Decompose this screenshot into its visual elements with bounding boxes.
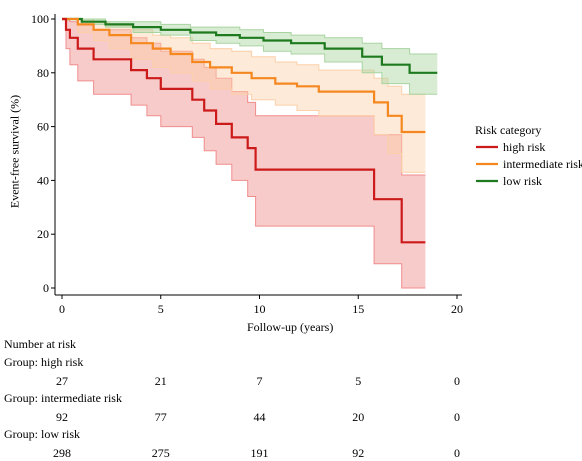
survival-curve-low-risk <box>62 17 438 74</box>
survival-curves <box>62 17 438 244</box>
risk-count: 92 <box>56 410 68 424</box>
y-tick-label: 40 <box>37 173 49 187</box>
risk-count: 27 <box>56 374 68 388</box>
legend-label-high-risk: high risk <box>503 140 545 154</box>
ci-lower-high-risk <box>62 18 426 289</box>
ci-lower-low-risk <box>62 18 438 95</box>
risk-group-label: Group: low risk <box>4 427 80 441</box>
x-axis-label: Follow-up (years) <box>247 320 334 334</box>
risk-count: 191 <box>250 446 269 460</box>
y-tick-label: 100 <box>31 12 49 26</box>
risk-count: 7 <box>256 374 263 388</box>
y-tick-label: 80 <box>37 66 49 80</box>
y-tick-label: 0 <box>43 281 49 295</box>
x-tick-label: 5 <box>158 302 164 316</box>
y-axis-label: Event-free survival (%) <box>7 94 22 209</box>
axes: 0 20 40 60 80 100 0 5 10 15 20 <box>31 12 463 316</box>
risk-count: 21 <box>154 374 167 388</box>
y-tick-label: 60 <box>37 120 49 134</box>
x-tick-label: 10 <box>254 302 266 316</box>
risk-group-label: Group: high risk <box>4 355 84 369</box>
risk-count: 275 <box>151 446 170 460</box>
legend-label-intermediate-risk: intermediate risk <box>503 157 582 171</box>
risk-count: 77 <box>154 410 167 424</box>
risk-count: 0 <box>454 374 460 388</box>
risk-count: 92 <box>352 446 365 460</box>
legend-title: Risk category <box>475 123 542 137</box>
legend: high risk intermediate risk low risk <box>476 140 582 188</box>
risk-count: 0 <box>454 410 460 424</box>
risk-group-label: Group: intermediate risk <box>4 391 122 405</box>
survival-chart: 0 20 40 60 80 100 0 5 10 15 20 high risk intermedia… <box>31 12 582 316</box>
risk-count: 0 <box>454 446 460 460</box>
legend-label-low-risk: low risk <box>503 174 542 188</box>
x-tick-label: 0 <box>59 302 65 316</box>
risk-count: 44 <box>253 410 266 424</box>
survival-curve-intermediate-risk <box>62 17 426 134</box>
survival-curve-high-risk <box>62 17 426 244</box>
y-tick-label: 20 <box>37 227 49 241</box>
risk-count: 20 <box>352 410 365 424</box>
ci-band-high-risk <box>62 19 426 288</box>
ci-upper-low-risk <box>62 18 438 55</box>
risk-count: 298 <box>53 446 71 460</box>
ci-band-intermediate-risk <box>62 19 426 173</box>
risk-count: 5 <box>355 374 362 388</box>
ci-lower-intermediate-risk <box>62 18 426 173</box>
x-tick-label: 15 <box>352 302 364 316</box>
x-tick-label: 20 <box>451 302 463 316</box>
risk-table-title: Number at risk <box>4 337 76 351</box>
